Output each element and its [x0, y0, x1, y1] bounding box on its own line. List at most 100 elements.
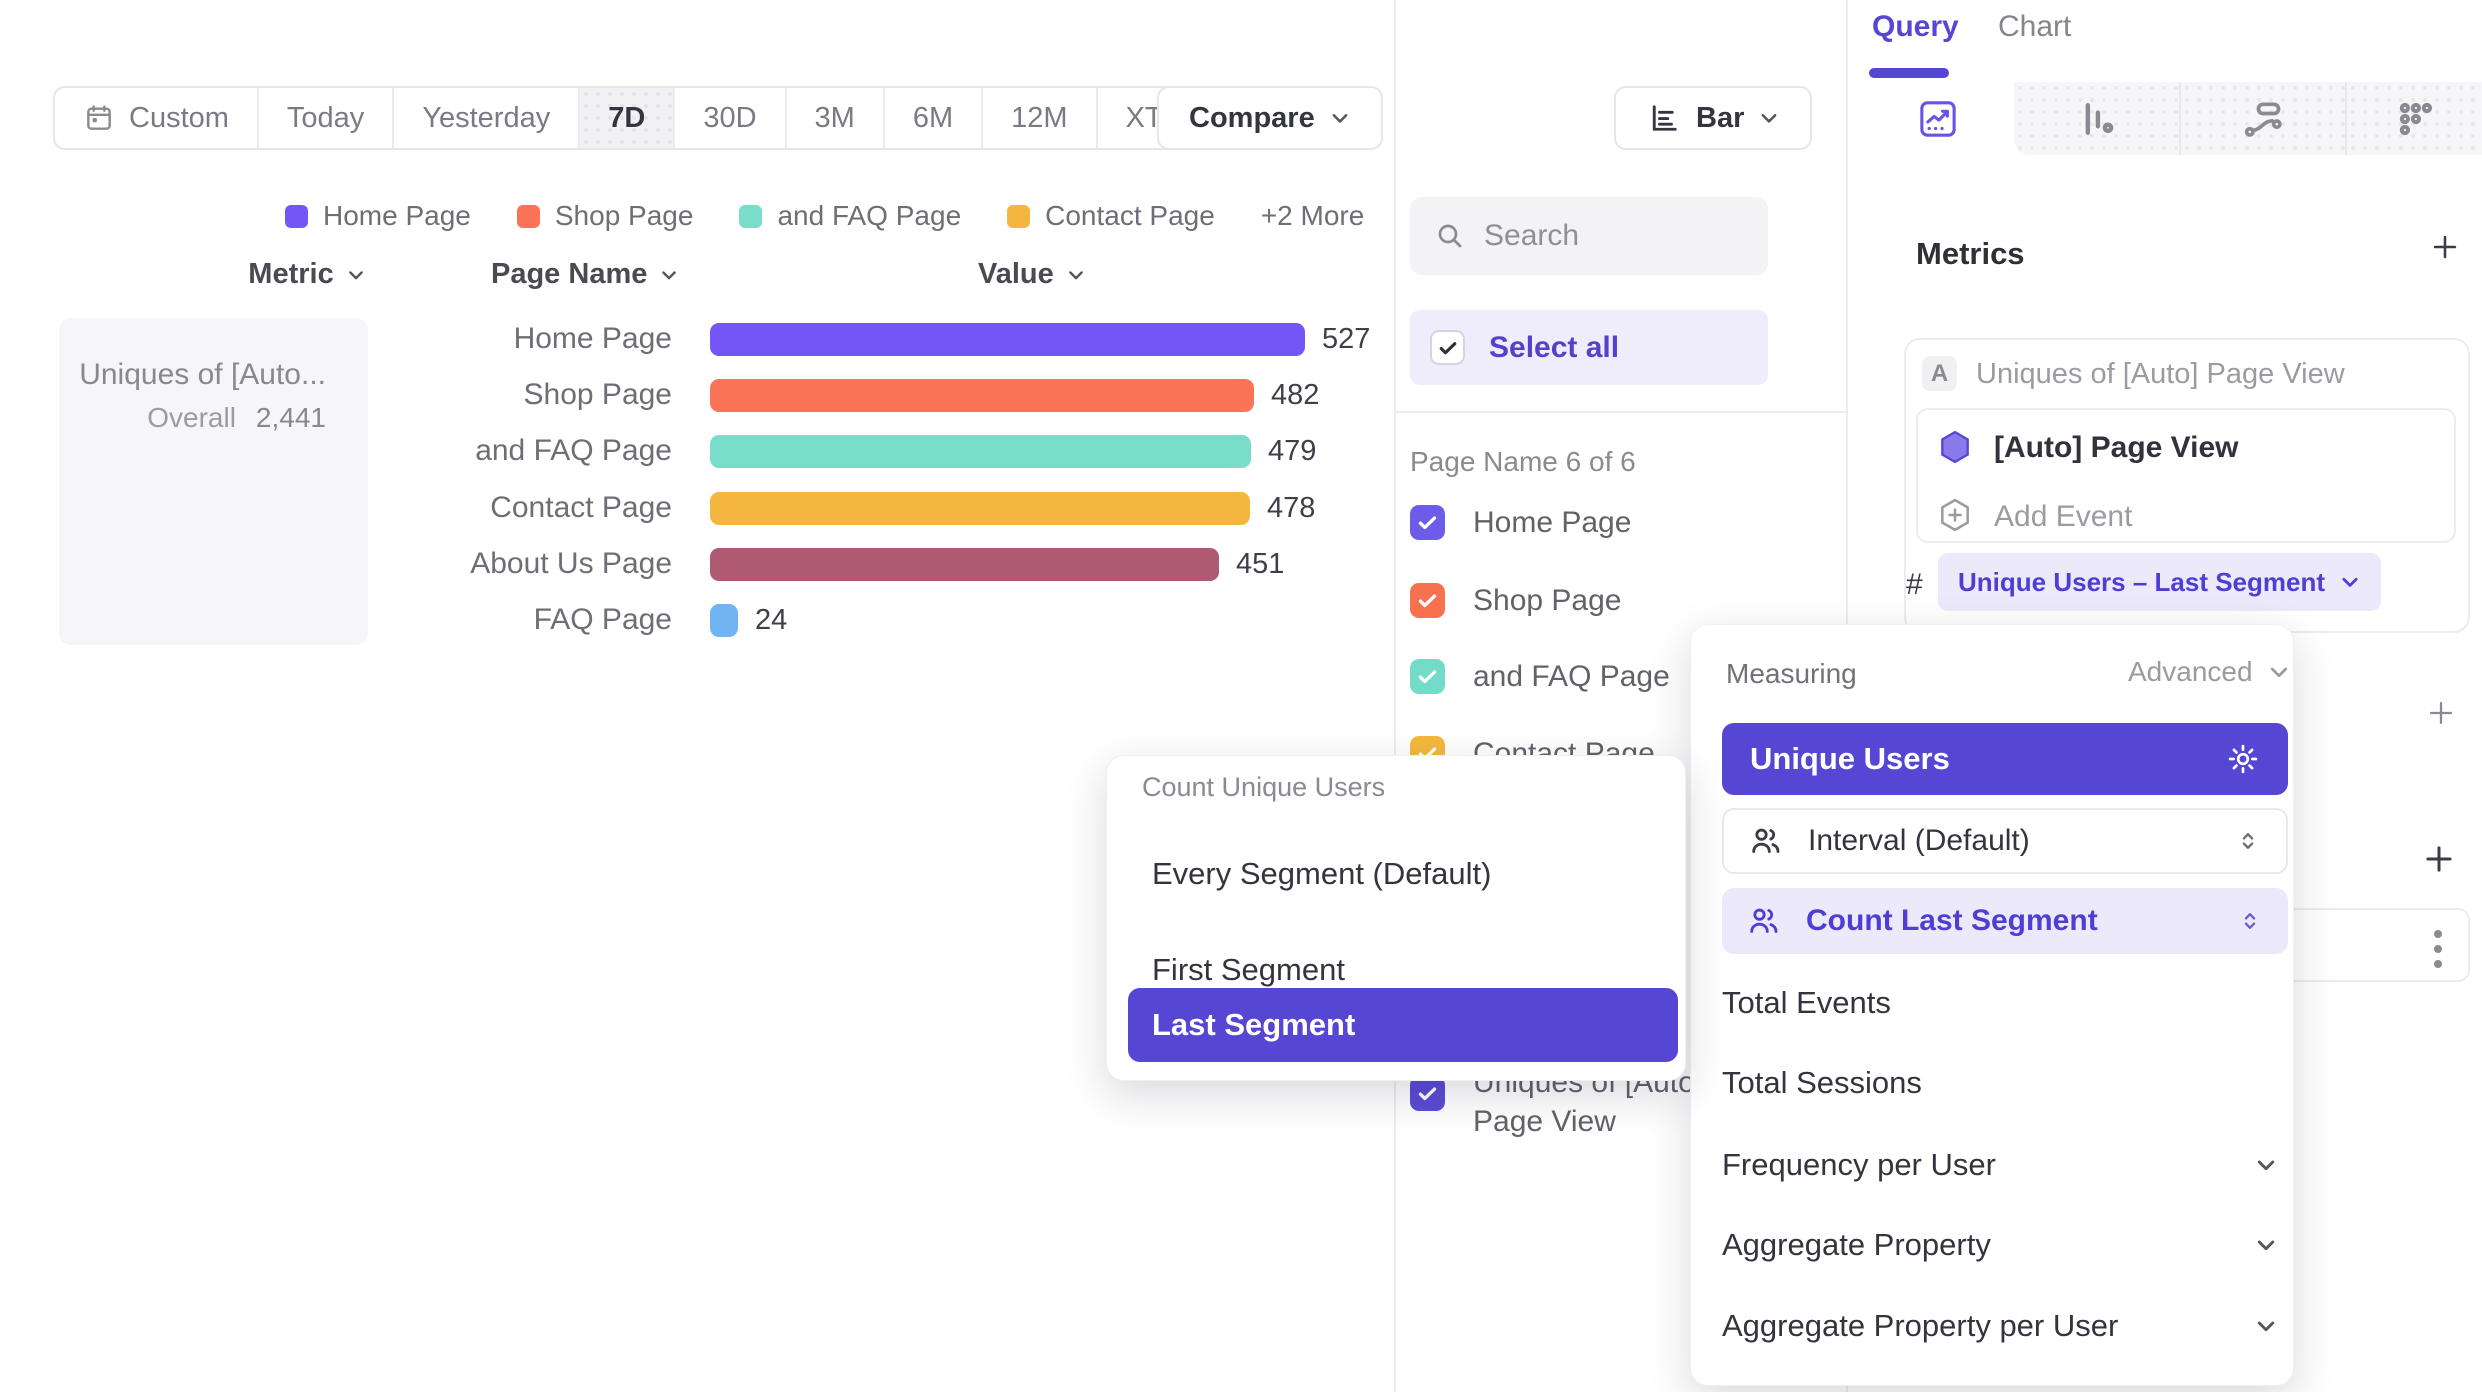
event-hexagon-icon [1941, 430, 1969, 464]
checkbox-checked[interactable] [1410, 659, 1445, 694]
checkbox-checked[interactable] [1410, 1076, 1445, 1111]
count-segment-menu-title: Count Unique Users [1142, 772, 1386, 802]
legend-item[interactable]: Shop Page [516, 200, 693, 232]
gear-icon[interactable] [2226, 742, 2260, 776]
segment-option-selected[interactable]: Last Segment [1128, 988, 1678, 1062]
report-type-flows-tab[interactable] [2179, 82, 2345, 155]
legend-label: Contact Page [1045, 200, 1215, 231]
people-icon [1752, 828, 1780, 853]
chart-type-label: Bar [1696, 101, 1745, 134]
measuring-option[interactable]: Aggregate Property per User [1722, 1303, 2278, 1349]
add-event-button[interactable]: Add Event [1994, 500, 2133, 533]
bar-value: 478 [1267, 491, 1316, 524]
legend-item[interactable]: Home Page [285, 200, 471, 232]
legend-label: and FAQ Page [777, 200, 962, 231]
search-icon [1438, 224, 1462, 248]
page-name-column-header[interactable]: Page Name [491, 258, 679, 291]
legend-item[interactable]: and FAQ Page [739, 200, 961, 232]
legend-more[interactable]: +2 More [1260, 200, 1365, 231]
metrics-heading: Metrics [1916, 236, 2025, 271]
add-metric-button[interactable] [2428, 230, 2462, 264]
legend-swatch [739, 204, 763, 228]
chevron-down-icon [1068, 270, 1083, 279]
segment-option[interactable]: First Segment [1152, 952, 1345, 987]
segment-search[interactable] [1410, 197, 1768, 275]
select-all-row[interactable]: Select all [1410, 310, 1768, 385]
checkbox-checked[interactable] [1410, 583, 1445, 618]
advanced-toggle[interactable]: Advanced [2128, 656, 2291, 688]
add-event-hexagon-icon [1941, 498, 1969, 532]
metric-cell[interactable]: Uniques of [Auto... Overall 2,441 [59, 318, 368, 645]
report-type-funnels-tab[interactable] [2014, 82, 2179, 155]
measuring-option[interactable]: Frequency per User [1722, 1142, 2278, 1188]
insights-icon [1920, 100, 1956, 137]
flows-icon [2244, 102, 2282, 137]
chevron-down-icon [2257, 1240, 2275, 1251]
metric-column-header[interactable]: Metric [227, 258, 387, 291]
bar-value: 479 [1268, 434, 1317, 467]
add-filter-button[interactable] [2424, 696, 2458, 730]
checkbox-checked[interactable] [1410, 505, 1445, 540]
segment-checkbox-row[interactable]: and FAQ Page [1410, 659, 1670, 694]
segment-checkbox-row[interactable]: Home Page [1410, 505, 1631, 540]
legend-item[interactable]: Contact Page [1007, 200, 1215, 232]
chart-row: Home Page 527 [0, 311, 1392, 367]
legend-swatch [516, 204, 540, 228]
value-column-header[interactable]: Value [978, 258, 1086, 291]
measurement-pill[interactable]: Unique Users – Last Segment [1938, 553, 2381, 611]
chevron-down-icon [1332, 114, 1348, 123]
active-tab-underline [1869, 68, 1949, 78]
segment-label: Shop Page [1473, 583, 1622, 617]
tab-query[interactable]: Query [1872, 10, 1959, 43]
segment-option[interactable]: Every Segment (Default) [1152, 856, 1492, 891]
add-breakdown-button[interactable] [2420, 840, 2458, 878]
bar-label: About Us Page [470, 547, 672, 580]
measuring-control-count-last-segment[interactable]: Count Last Segment [1722, 888, 2288, 954]
filter-divider [1394, 411, 1846, 413]
bar [710, 322, 1305, 356]
plus-icon [2433, 235, 2457, 259]
search-input[interactable] [1484, 219, 1744, 253]
bar-value: 527 [1322, 322, 1371, 355]
date-range-yesterday[interactable]: Yesterday [394, 88, 581, 148]
measuring-label: Measuring [1726, 658, 1857, 689]
bar [710, 603, 738, 637]
legend-label: Home Page [323, 200, 471, 231]
date-range-today[interactable]: Today [259, 88, 395, 148]
measuring-control-interval[interactable]: Interval (Default) [1722, 808, 2288, 874]
event-label[interactable]: [Auto] Page View [1994, 431, 2239, 464]
date-range-12m[interactable]: 12M [983, 88, 1098, 148]
measuring-option[interactable]: Total Sessions [1722, 1065, 1922, 1100]
people-icon [1750, 908, 1778, 933]
chevron-down-icon [2257, 1321, 2275, 1332]
chart-row: Shop Page 482 [0, 367, 1392, 423]
sort-updown-icon [2244, 913, 2256, 929]
select-all-checkbox[interactable] [1430, 330, 1465, 365]
date-range-30d[interactable]: 30D [675, 88, 787, 148]
compare-button[interactable]: Compare [1157, 86, 1383, 150]
event-card [1916, 408, 2456, 543]
date-range-custom[interactable]: Custom [55, 88, 259, 148]
measuring-option[interactable]: Total Events [1722, 985, 1891, 1020]
chart-type-button[interactable]: Bar [1614, 86, 1813, 150]
chevron-down-icon [1761, 114, 1777, 123]
kebab-menu-icon[interactable] [2434, 930, 2442, 968]
measuring-option-unique-users[interactable]: Unique Users [1722, 723, 2288, 795]
chevron-down-icon [2270, 667, 2287, 678]
chevron-down-icon [2257, 1160, 2275, 1171]
date-range-7d[interactable]: 7D [580, 88, 676, 148]
segment-checkbox-row[interactable]: Shop Page [1410, 583, 1621, 618]
calendar-icon [87, 105, 111, 130]
bar [710, 434, 1251, 468]
report-type-retention-tab[interactable] [2345, 82, 2482, 155]
date-range-6m[interactable]: 6M [885, 88, 984, 148]
chevron-down-icon [2342, 577, 2358, 587]
measuring-option[interactable]: Aggregate Property [1722, 1222, 2278, 1268]
plus-icon [2429, 701, 2453, 725]
date-range-3m[interactable]: 3M [787, 88, 885, 148]
bar-value: 24 [755, 603, 788, 636]
segment-checkbox-row-metric[interactable]: Uniques of [Auto] Page View [1410, 1063, 1707, 1141]
tab-chart[interactable]: Chart [1998, 10, 2072, 43]
report-type-insights-tab[interactable] [1862, 82, 2014, 155]
metric-cell-title: Uniques of [Auto... [79, 358, 326, 391]
